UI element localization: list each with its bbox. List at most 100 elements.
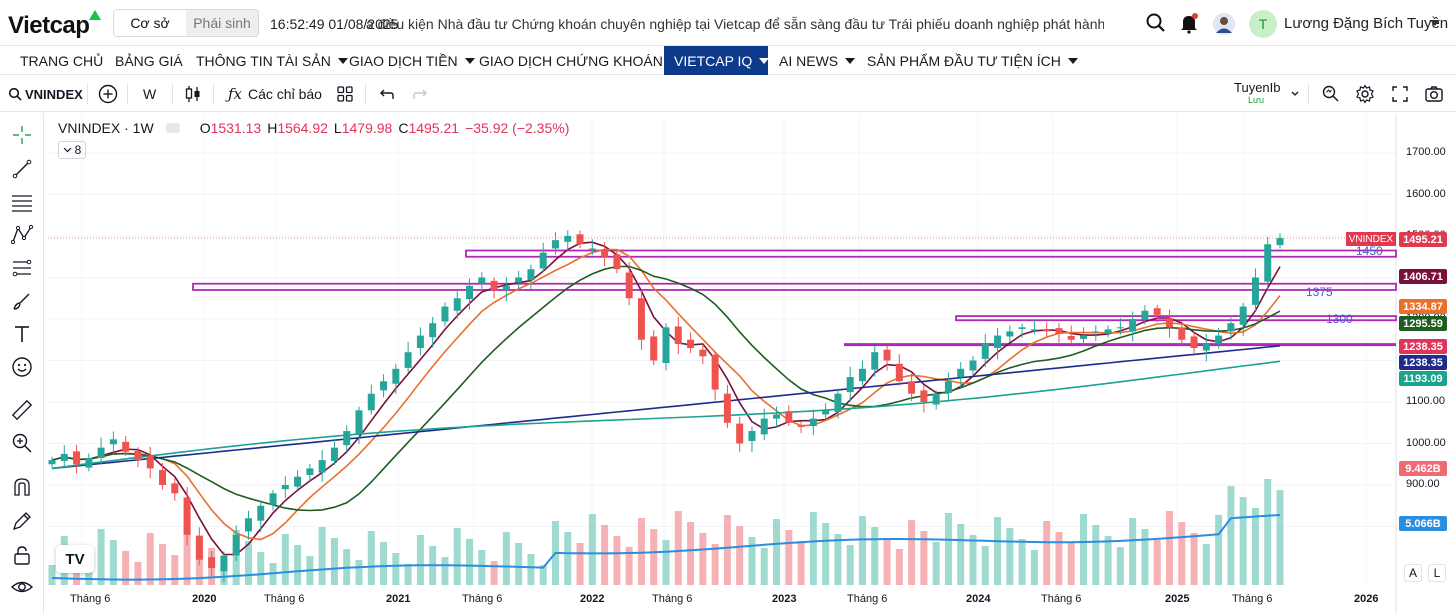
candle-body: [281, 485, 289, 490]
volume-bar: [466, 539, 474, 585]
volume-bar: [134, 562, 142, 585]
log-scale-button[interactable]: L: [1428, 564, 1446, 582]
candle-body: [588, 248, 596, 250]
candle-body: [797, 425, 805, 427]
lock-icon[interactable]: [10, 543, 34, 567]
nav-thong-tin-tai-san[interactable]: THÔNG TIN TÀI SẢN: [186, 46, 358, 75]
nav-ai-news[interactable]: AI NEWS: [769, 46, 865, 75]
x-tick-label: 2022: [580, 593, 605, 605]
chart-toolbar: VNINDEX W ƒx Các chỉ báo TuyenIb Lưu: [0, 76, 1456, 112]
logo-triangle-icon: [89, 10, 101, 20]
candle-body: [85, 458, 93, 468]
tradingview-logo[interactable]: TV: [56, 545, 94, 573]
chevron-down-icon: [337, 57, 348, 64]
indicators-button[interactable]: ƒx Các chỉ báo: [228, 85, 322, 103]
compare-add-icon[interactable]: [97, 83, 119, 105]
chevron-down-icon: [759, 57, 770, 64]
nav-vietcap-iq[interactable]: VIETCAP IQ: [664, 46, 770, 75]
volume-bar: [1153, 540, 1161, 585]
auto-scale-button[interactable]: A: [1404, 564, 1422, 582]
candle-body: [944, 381, 952, 393]
news-ticker[interactable]: a điều kiện Nhà đầu tư Chứng khoán chuyê…: [366, 16, 1104, 32]
candle-body: [1043, 329, 1051, 332]
volume-bar: [1006, 528, 1014, 585]
crosshair-icon[interactable]: [10, 123, 34, 147]
text-tool-icon[interactable]: [10, 322, 34, 346]
volume-bar: [809, 512, 817, 585]
segment-co-so[interactable]: Cơ sở: [114, 10, 186, 36]
chevron-down-icon[interactable]: [1290, 89, 1300, 99]
candle-style-icon[interactable]: [183, 84, 203, 104]
x-tick-label: 2025: [1165, 593, 1190, 605]
layout-name[interactable]: TuyenIb: [1234, 79, 1281, 95]
profile-photo-icon[interactable]: [1212, 12, 1236, 36]
candle-body: [294, 476, 302, 487]
market-segment-toggle[interactable]: Cơ sở Phái sinh: [113, 9, 259, 37]
bell-icon[interactable]: [1178, 12, 1200, 34]
symbol-search[interactable]: VNINDEX: [8, 76, 83, 112]
x-tick-label: Tháng 6: [462, 593, 503, 605]
magnet-icon[interactable]: [10, 475, 34, 499]
ruler-icon[interactable]: [10, 398, 34, 422]
redo-icon[interactable]: [412, 85, 430, 103]
nav-bang-gia[interactable]: BẢNG GIÁ: [115, 52, 183, 69]
vietcap-logo[interactable]: Vietcap: [8, 12, 90, 39]
eye-icon[interactable]: [10, 575, 34, 599]
volume-bar: [1178, 522, 1186, 585]
volume-bar: [650, 529, 658, 585]
undo-icon[interactable]: [377, 85, 395, 103]
camera-icon[interactable]: [1424, 84, 1444, 104]
trend-line-icon[interactable]: [10, 157, 34, 181]
volume-bar: [1043, 521, 1051, 585]
collapse-legend-icon[interactable]: [165, 123, 180, 133]
chevron-down-icon[interactable]: [1430, 20, 1440, 26]
candle-body: [834, 393, 842, 412]
candle-body: [858, 368, 866, 382]
open-value: 1531.13: [210, 120, 262, 136]
interval-button[interactable]: W: [143, 86, 157, 102]
nav-giao-dich-chung-khoan[interactable]: GIAO DỊCH CHỨNG KHOÁN: [469, 46, 690, 75]
pattern-icon[interactable]: [10, 223, 34, 247]
volume-bar: [760, 548, 768, 585]
segment-phai-sinh[interactable]: Phái sinh: [186, 10, 258, 36]
brush-icon[interactable]: [10, 289, 34, 313]
candle-body: [1006, 331, 1014, 337]
nav-tien-ich[interactable]: TIỆN ÍCH: [991, 46, 1088, 75]
volume-bar: [699, 533, 707, 585]
user-name[interactable]: Lương Đặng Bích Tuyền: [1284, 15, 1449, 32]
emoji-icon[interactable]: [10, 355, 34, 379]
layout-grid-icon[interactable]: [336, 85, 354, 103]
zoom-in-icon[interactable]: [10, 431, 34, 455]
candle-body: [613, 254, 621, 270]
server-clock: 16:52:49 01/08/2025: [270, 16, 399, 32]
volume-bar: [748, 537, 756, 585]
candle-body: [429, 323, 437, 338]
legend-title[interactable]: VNINDEX · 1W: [58, 120, 154, 136]
nav-giao-dich-tien[interactable]: GIAO DỊCH TIỀN: [339, 46, 485, 75]
nav-san-pham-dau-tu[interactable]: SẢN PHẨM ĐẦU TƯ: [867, 52, 998, 69]
drawing-toolbar: [0, 113, 44, 614]
candle-body: [883, 349, 891, 361]
horizontal-lines-icon[interactable]: [10, 190, 34, 214]
candle-body: [478, 277, 486, 284]
quick-search-icon[interactable]: [1321, 84, 1341, 104]
layout-save-status[interactable]: Lưu: [1248, 95, 1265, 105]
toolbar-divider: [127, 84, 128, 104]
x-tick-label: 2021: [386, 593, 411, 605]
volume-bar: [1092, 525, 1100, 585]
search-icon[interactable]: [1145, 12, 1167, 34]
pencil-lock-icon[interactable]: [10, 509, 34, 533]
avatar[interactable]: T: [1249, 10, 1277, 38]
volume-bar: [1116, 547, 1124, 585]
y-tick-label: 1100.00: [1406, 395, 1445, 407]
indicator-count-toggle[interactable]: 8: [58, 141, 86, 159]
price-chart[interactable]: [44, 113, 1456, 614]
volume-bar: [564, 532, 572, 585]
nav-trang-chu[interactable]: TRANG CHỦ: [20, 52, 104, 69]
gear-icon[interactable]: [1355, 84, 1375, 104]
candle-body: [134, 450, 142, 461]
forecast-icon[interactable]: [10, 256, 34, 280]
x-tick-label: 2023: [772, 593, 797, 605]
fullscreen-icon[interactable]: [1390, 84, 1410, 104]
volume-bar: [1251, 508, 1259, 585]
